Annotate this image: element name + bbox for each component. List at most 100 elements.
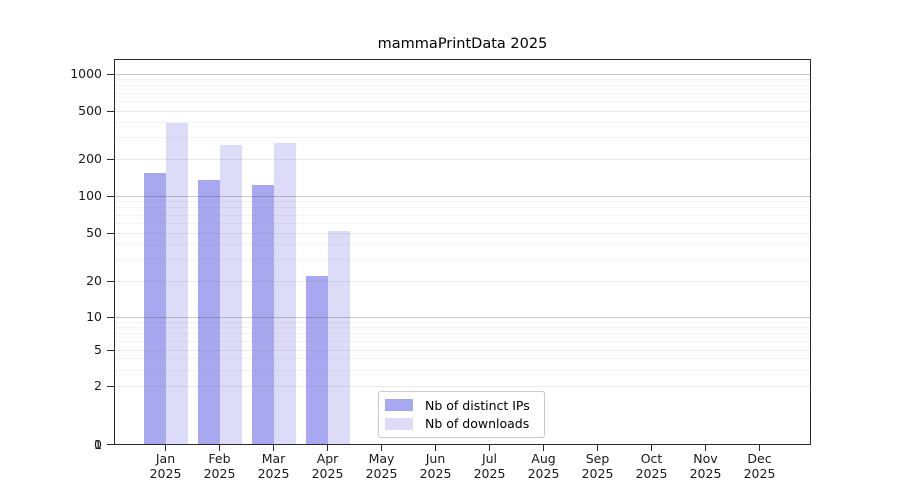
x-tick-label-jul: Jul 2025 xyxy=(463,451,517,481)
y-tick-label-10: 10 xyxy=(86,309,102,324)
bar-downloads-apr xyxy=(327,230,350,444)
y-tick-mark-100 xyxy=(107,195,114,197)
y-tick-label-20: 20 xyxy=(86,273,102,288)
y-tick-label-500: 500 xyxy=(78,103,102,118)
x-tick-year-feb: 2025 xyxy=(203,466,236,481)
gridline-minor-80 xyxy=(115,207,810,209)
x-tick-label-mar: Mar 2025 xyxy=(247,451,301,481)
x-tick-year-jan: 2025 xyxy=(149,466,182,481)
x-tick-label-nov: Nov 2025 xyxy=(679,451,733,481)
y-tick-mark-20 xyxy=(107,280,114,282)
y-tick-label-1000: 1000 xyxy=(70,66,102,81)
gridline-minor-300 xyxy=(115,137,810,139)
gridline-minor-800 xyxy=(115,85,810,87)
x-tick-label-sep: Sep 2025 xyxy=(571,451,625,481)
gridline-minor-7 xyxy=(115,333,810,335)
gridline-minor-70 xyxy=(115,214,810,216)
x-tick-label-apr: Apr 2025 xyxy=(301,451,355,481)
chart-legend: Nb of distinct IPs Nb of downloads xyxy=(378,391,545,438)
gridline-minor-30 xyxy=(115,259,810,261)
x-tick-year-jul: 2025 xyxy=(473,466,506,481)
x-tick-year-dec: 2025 xyxy=(743,466,776,481)
legend-entry-downloads: Nb of downloads xyxy=(385,416,538,431)
gridline-200 xyxy=(115,158,810,160)
x-tick-year-aug: 2025 xyxy=(527,466,560,481)
gridline-500 xyxy=(115,110,810,112)
y-tick-mark-200 xyxy=(107,158,114,160)
bar-downloads-jan xyxy=(165,122,188,444)
y-tick-mark-50 xyxy=(107,232,114,234)
x-tick-year-sep: 2025 xyxy=(581,466,614,481)
bar-downloads-feb xyxy=(219,144,242,444)
y-tick-label-200: 200 xyxy=(78,151,102,166)
x-tick-label-jan: Jan 2025 xyxy=(139,451,193,481)
x-tick-year-jun: 2025 xyxy=(419,466,452,481)
x-tick-year-apr: 2025 xyxy=(311,466,344,481)
bar-downloads-mar xyxy=(273,143,296,444)
y-tick-mark-10 xyxy=(107,316,114,318)
y-tick-mark-5 xyxy=(107,349,114,351)
gridline-10 xyxy=(115,316,810,318)
x-tick-label-oct: Oct 2025 xyxy=(625,451,679,481)
x-tick-mark-mar xyxy=(273,445,274,451)
gridline-2 xyxy=(115,385,810,387)
y-tick-label-5: 5 xyxy=(94,342,102,357)
x-tick-label-jun: Jun 2025 xyxy=(409,451,463,481)
bar-distinct-ips-feb xyxy=(197,179,220,444)
gridline-5 xyxy=(115,349,810,351)
gridline-minor-3 xyxy=(115,369,810,371)
y-tick-label-1: 1 xyxy=(94,436,102,452)
x-tick-mark-dec xyxy=(759,445,760,451)
bar-distinct-ips-jan xyxy=(143,173,166,444)
x-tick-year-nov: 2025 xyxy=(689,466,722,481)
y-tick-label-2: 2 xyxy=(94,378,102,393)
legend-label-downloads: Nb of downloads xyxy=(425,416,530,432)
gridline-minor-8 xyxy=(115,327,810,329)
x-tick-mark-apr xyxy=(327,445,328,451)
x-tick-mark-may xyxy=(381,445,382,451)
gridline-minor-60 xyxy=(115,222,810,224)
y-tick-mark-500 xyxy=(107,110,114,112)
y-tick-label-0: 0 xyxy=(94,436,102,452)
y-tick-label-100: 100 xyxy=(78,188,102,203)
y-tick-mark-1 xyxy=(107,444,114,445)
x-tick-mark-jun xyxy=(435,445,436,451)
x-tick-label-aug: Aug 2025 xyxy=(517,451,571,481)
gridline-1000 xyxy=(115,73,810,75)
x-tick-year-oct: 2025 xyxy=(635,466,668,481)
legend-swatch-downloads xyxy=(385,417,413,430)
gridline-minor-600 xyxy=(115,100,810,102)
bar-distinct-ips-mar xyxy=(251,185,274,444)
x-tick-mark-jul xyxy=(489,445,490,451)
legend-label-distinct-ips: Nb of distinct IPs xyxy=(425,397,530,413)
y-tick-label-50: 50 xyxy=(86,225,102,240)
bar-distinct-ips-apr xyxy=(305,276,328,444)
x-tick-mark-sep xyxy=(597,445,598,451)
gridline-minor-900 xyxy=(115,79,810,81)
x-tick-mark-oct xyxy=(651,445,652,451)
legend-entry-distinct-ips: Nb of distinct IPs xyxy=(385,398,538,413)
gridline-minor-4 xyxy=(115,358,810,360)
gridline-50 xyxy=(115,232,810,234)
gridline-minor-40 xyxy=(115,244,810,246)
gridline-minor-9 xyxy=(115,321,810,323)
legend-swatch-distinct-ips xyxy=(385,399,413,412)
x-tick-mark-nov xyxy=(705,445,706,451)
gridline-minor-90 xyxy=(115,201,810,203)
x-tick-mark-jan xyxy=(165,445,166,451)
x-tick-label-dec: Dec 2025 xyxy=(733,451,787,481)
x-tick-mark-aug xyxy=(543,445,544,451)
x-tick-year-mar: 2025 xyxy=(257,466,290,481)
x-tick-mark-feb xyxy=(219,445,220,451)
x-tick-label-feb: Feb 2025 xyxy=(193,451,247,481)
x-tick-year-may: 2025 xyxy=(365,466,398,481)
gridline-20 xyxy=(115,280,810,282)
gridline-minor-6 xyxy=(115,340,810,342)
gridline-minor-700 xyxy=(115,92,810,94)
gridline-minor-400 xyxy=(115,122,810,124)
chart-title: mammaPrintData 2025 xyxy=(377,36,548,52)
y-tick-mark-2 xyxy=(107,385,114,387)
y-tick-mark-1000 xyxy=(107,73,114,75)
x-tick-label-may: May 2025 xyxy=(355,451,409,481)
